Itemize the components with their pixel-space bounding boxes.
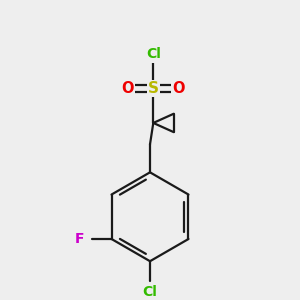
Text: S: S xyxy=(148,81,159,96)
Text: O: O xyxy=(122,81,134,96)
Text: Cl: Cl xyxy=(142,285,158,299)
Text: Cl: Cl xyxy=(146,47,161,61)
Text: F: F xyxy=(75,232,85,246)
Text: O: O xyxy=(172,81,185,96)
